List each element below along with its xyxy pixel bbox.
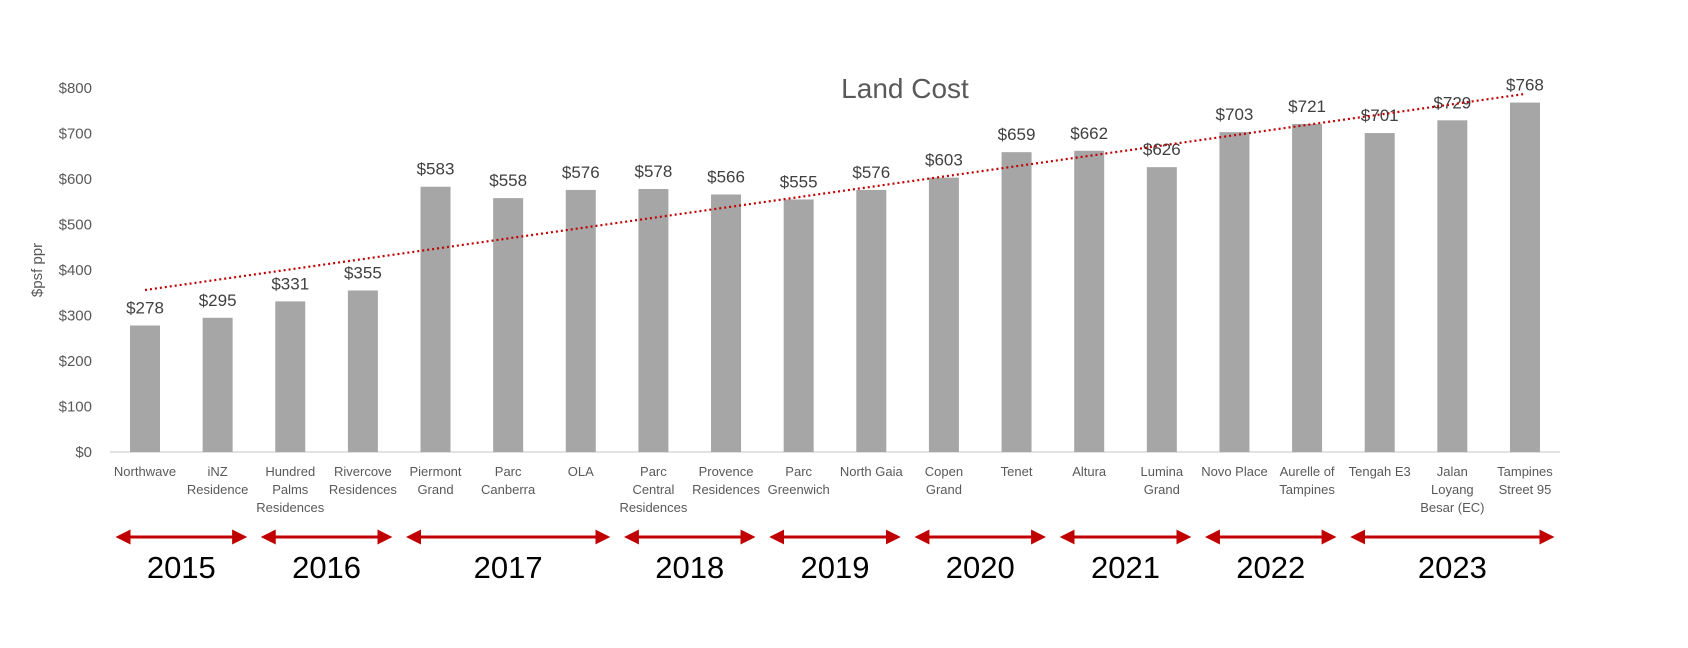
year-label: 2020 (946, 550, 1015, 585)
bar (130, 325, 160, 452)
data-label: $278 (126, 299, 164, 318)
y-axis-label: $psf ppr (29, 243, 46, 297)
data-label: $576 (852, 163, 890, 182)
trendline (144, 92, 1526, 292)
data-label: $578 (634, 162, 672, 181)
bar (275, 301, 306, 452)
bar (493, 198, 524, 452)
year-label: 2023 (1418, 550, 1487, 585)
data-label: $583 (417, 160, 455, 179)
x-tick-label: Tenet (1001, 464, 1033, 479)
bar (711, 194, 742, 452)
data-label: $555 (780, 172, 818, 191)
x-tick-label: Copen Grand (925, 464, 963, 497)
y-tick-label: $0 (75, 444, 92, 461)
data-label: $729 (1433, 93, 1471, 112)
y-tick-label: $600 (59, 171, 92, 188)
bar (565, 189, 596, 453)
x-tick-label: iNZ Residence (187, 464, 248, 497)
bar (856, 189, 887, 453)
x-tick-label: Lumina Grand (1140, 464, 1183, 497)
x-tick-label: Provence Residences (692, 464, 760, 497)
data-label: $662 (1070, 124, 1108, 143)
x-tick-label: Parc Central Residences (619, 464, 687, 515)
x-tick-label: Aurelle of Tampines (1279, 464, 1335, 497)
bar (1001, 152, 1032, 452)
bar (783, 199, 814, 452)
bar (638, 189, 669, 452)
chart-title: Land Cost (841, 73, 969, 104)
year-label: 2016 (292, 550, 361, 585)
y-tick-label: $700 (59, 126, 92, 143)
x-tick-label: Tampines Street 95 (1497, 464, 1553, 497)
data-label: $331 (271, 274, 309, 293)
bar (1219, 132, 1250, 452)
year-label: 2015 (147, 550, 216, 585)
data-label: $721 (1288, 97, 1326, 116)
x-tick-label: Hundred Palms Residences (256, 464, 324, 515)
x-tick-label: Tengah E3 (1349, 464, 1411, 479)
data-label: $558 (489, 171, 527, 190)
x-tick-label: Altura (1072, 464, 1107, 479)
bar (928, 177, 959, 452)
y-tick-label: $400 (59, 262, 92, 279)
y-tick-label: $800 (59, 80, 92, 97)
bar (1364, 133, 1395, 453)
x-tick-label: Parc Greenwich (768, 464, 830, 497)
bar (1292, 123, 1323, 452)
bar (1074, 150, 1105, 453)
x-tick-label: Northwave (114, 464, 176, 479)
x-tick-label: Rivercove Residences (329, 464, 397, 497)
x-tick-label: Piermont Grand (410, 464, 462, 497)
bar (1437, 120, 1468, 453)
data-label: $576 (562, 163, 600, 182)
data-label: $295 (199, 291, 237, 310)
bar (420, 186, 451, 453)
y-tick-label: $300 (59, 308, 92, 325)
data-label: $355 (344, 263, 382, 282)
data-label: $659 (998, 125, 1036, 144)
year-label: 2019 (801, 550, 870, 585)
bar (202, 317, 233, 452)
x-tick-label: North Gaia (840, 464, 904, 479)
bar (347, 290, 378, 452)
x-tick-label: OLA (568, 464, 594, 479)
bar (1509, 102, 1540, 452)
x-tick-label: Jalan Loyang Besar (EC) (1420, 464, 1484, 515)
x-tick-label: Novo Place (1201, 464, 1267, 479)
data-label: $703 (1216, 105, 1254, 124)
y-tick-label: $200 (59, 353, 92, 370)
y-tick-label: $100 (59, 399, 92, 416)
data-label: $603 (925, 151, 963, 170)
y-tick-label: $500 (59, 217, 92, 234)
data-label: $768 (1506, 76, 1544, 95)
bar (1146, 167, 1177, 453)
x-tick-label: Parc Canberra (481, 464, 536, 497)
year-label: 2022 (1236, 550, 1305, 585)
year-label: 2021 (1091, 550, 1160, 585)
year-label: 2018 (655, 550, 724, 585)
year-label: 2017 (474, 550, 543, 585)
data-label: $566 (707, 167, 745, 186)
